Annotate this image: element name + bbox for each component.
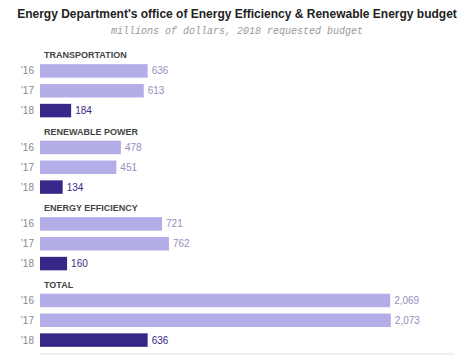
value-label: 636	[152, 65, 169, 76]
year-label: ’16	[21, 295, 35, 306]
labels: TRANSPORTATION ’16 636 ’17 613 ’18 184 RENEWABL…	[21, 50, 421, 346]
bar	[40, 161, 116, 174]
section-label: TOTAL	[44, 280, 74, 290]
year-label: ’17	[21, 85, 35, 96]
year-label: ’16	[21, 218, 35, 229]
value-label: 184	[75, 105, 92, 116]
year-label: ’18	[21, 182, 35, 193]
section-label: TRANSPORTATION	[44, 50, 127, 60]
value-label: 451	[120, 162, 137, 173]
value-label: 160	[71, 258, 88, 269]
x-axis-line	[40, 354, 454, 355]
value-label: 613	[148, 85, 165, 96]
year-label: ’18	[21, 258, 35, 269]
bar	[40, 141, 121, 154]
year-label: ’16	[21, 65, 35, 76]
bar	[40, 217, 162, 230]
section-label: RENEWABLE POWER	[44, 127, 139, 137]
title: Energy Department's office of Energy Eff…	[17, 7, 457, 21]
value-label: 762	[173, 238, 190, 249]
section-label: ENERGY EFFICIENCY	[44, 203, 138, 213]
bar	[40, 257, 67, 270]
bars	[40, 64, 391, 347]
background	[0, 0, 474, 362]
year-label: ’18	[21, 105, 35, 116]
bar	[40, 180, 63, 193]
year-label: ’18	[21, 335, 35, 346]
value-label: 2,073	[395, 315, 420, 326]
chart: Energy Department's office of Energy Eff…	[0, 0, 474, 362]
value-label: 636	[152, 335, 169, 346]
bar	[40, 294, 390, 307]
year-label: ’16	[21, 142, 35, 153]
value-label: 721	[166, 218, 183, 229]
bar	[40, 84, 144, 97]
bar	[40, 333, 148, 346]
value-label: 2,069	[394, 295, 419, 306]
subtitle: millions of dollars, 2018 requested budg…	[111, 26, 363, 37]
bar	[40, 237, 169, 250]
year-label: ’17	[21, 315, 35, 326]
year-label: ’17	[21, 162, 35, 173]
value-label: 134	[67, 182, 84, 193]
bar	[40, 104, 71, 117]
bar	[40, 314, 391, 327]
year-label: ’17	[21, 238, 35, 249]
bar	[40, 64, 148, 77]
value-label: 478	[125, 142, 142, 153]
